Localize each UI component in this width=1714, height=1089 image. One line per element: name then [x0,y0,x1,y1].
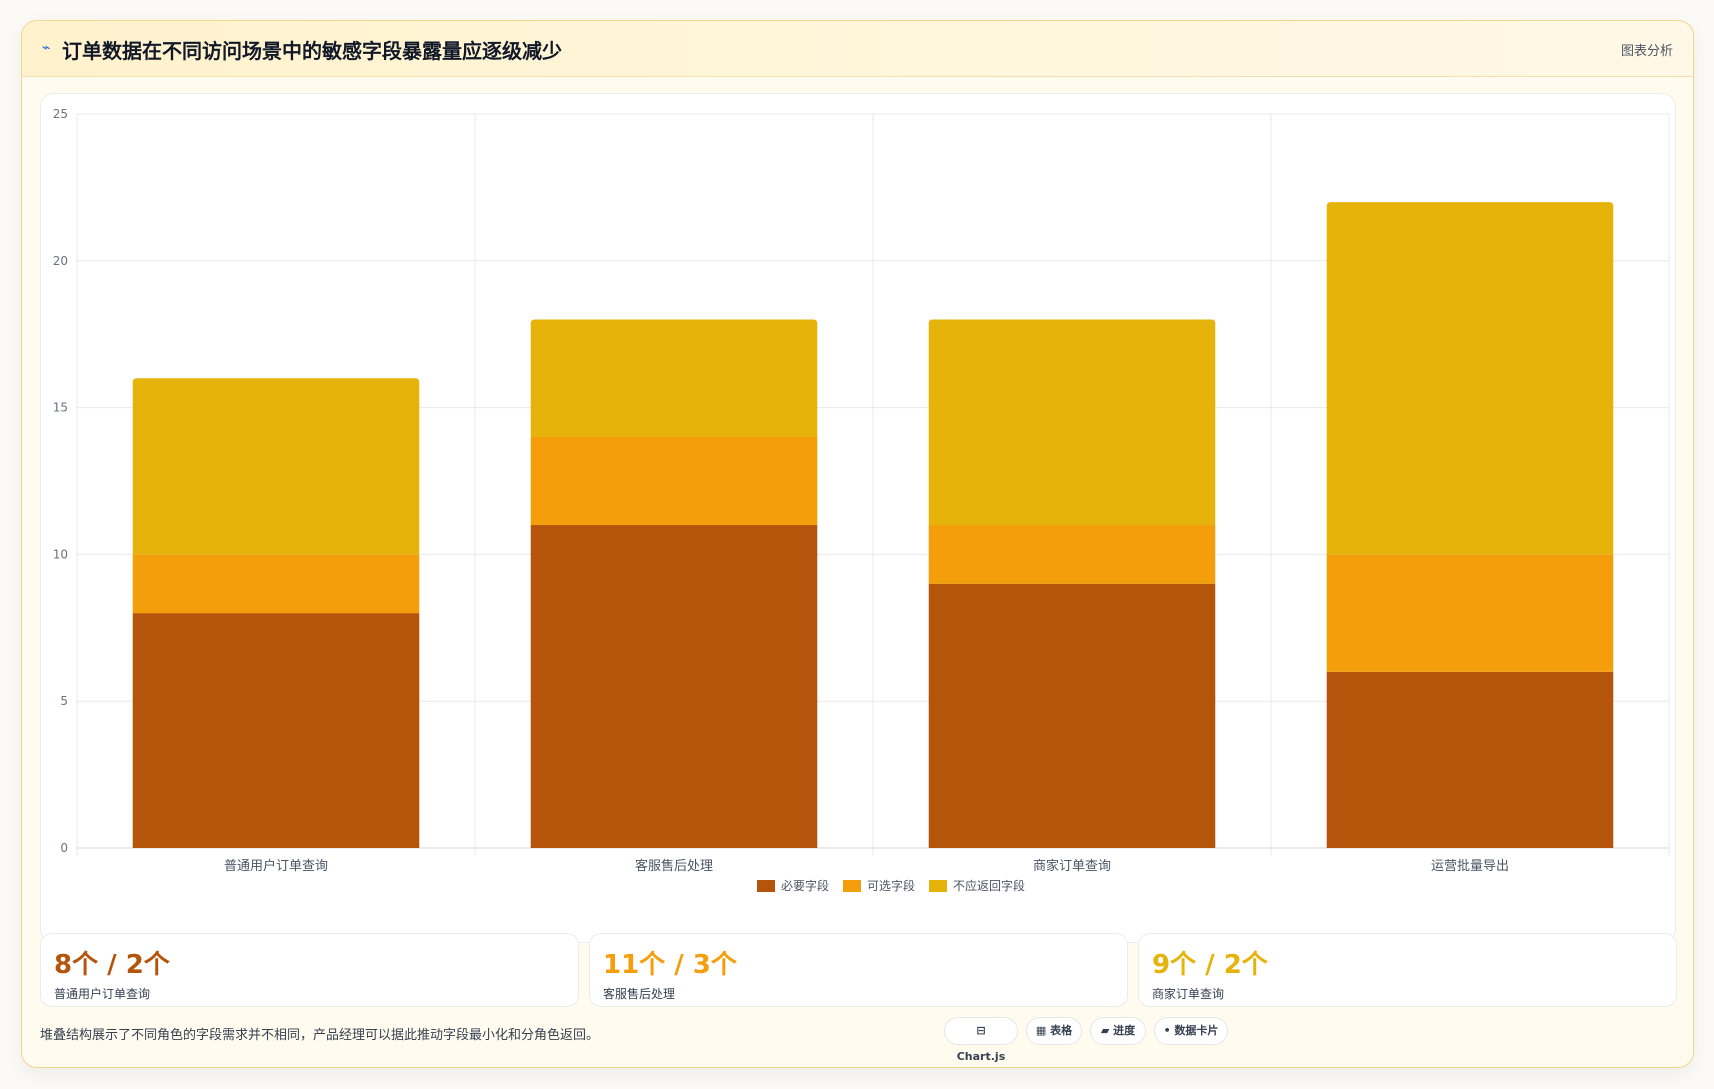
x-tick-label: 商家订单查询 [1033,858,1111,874]
legend-swatch [843,880,861,892]
pulse-icon: ⌁ [42,40,51,56]
bar-segment [1326,671,1614,848]
panel-header: ⌁ 订单数据在不同访问场景中的敏感字段暴露量应逐级减少 图表分析 [22,21,1693,77]
x-tick-label: 客服售后处理 [635,858,713,874]
table-icon-label: ▦ 表格 [1035,1024,1073,1037]
table-pill[interactable]: ▦ 表格 [1026,1017,1082,1045]
stat-label: 普通用户订单查询 [54,987,151,1001]
x-tick-label: 运营批量导出 [1431,859,1509,874]
stacked-bar-chart: 0 5 10 15 20 25 普通用户订单查询 客服售后处理 商家订单查询 运营批量导出必要字段… [53,107,1670,893]
data-card-pill[interactable]: • 数据卡片 [1154,1017,1228,1045]
stat-card-customer-service: 11个 / 3个 客服售后处理 [589,933,1128,1007]
bar-segment [132,554,420,614]
stat-value: 9个 / 2个 [1152,950,1268,980]
bar-segment [530,525,818,848]
footer-note: 堆叠结构展示了不同角色的字段需求并不相同，产品经理可以据此推动字段最小化和分角色… [40,1028,600,1043]
stat-label: 客服售后处理 [603,987,676,1001]
page-title: 订单数据在不同访问场景中的敏感字段暴露量应逐级减少 [62,39,562,63]
chart-panel: ⌁ 订单数据在不同访问场景中的敏感字段暴露量应逐级减少 图表分析 0 5 10 15 2… [21,20,1694,1068]
y-tick-label: 25 [53,107,68,121]
stat-card-merchant-query: 9个 / 2个 商家订单查询 [1138,933,1677,1007]
y-tick-label: 20 [53,254,68,268]
stat-value: 11个 / 3个 [603,950,737,980]
bar-segment [1326,554,1614,672]
y-tick-label: 5 [60,694,68,708]
bar-segment [928,583,1216,848]
progress-pill[interactable]: ▰ 进度 [1090,1017,1146,1045]
chartjs-pill[interactable]: ⊟ Chart.js [944,1017,1018,1063]
stat-label: 商家订单查询 [1152,987,1225,1001]
legend-label: 必要字段 [781,878,829,893]
bar-segment [132,378,420,555]
chart-card: 0 5 10 15 20 25 普通用户订单查询 客服售后处理 商家订单查询 运营批量导出必要字段… [40,93,1676,943]
progress-icon-label: ▰ 进度 [1100,1024,1136,1037]
legend-swatch [929,880,947,892]
card-icon-label: • 数据卡片 [1163,1024,1219,1037]
stat-value: 8个 / 2个 [54,950,170,980]
stat-card-user-query: 8个 / 2个 普通用户订单查询 [40,933,579,1007]
bar-segment [1326,202,1614,555]
legend-swatch [757,880,775,892]
header-tag: 图表分析 [1620,44,1673,59]
bar-segment [530,319,818,437]
x-tick-label: 普通用户订单查询 [224,858,328,874]
y-tick-label: 15 [53,401,68,415]
y-tick-label: 10 [53,547,68,561]
legend-label: 可选字段 [867,878,915,893]
bar-segment [530,436,818,526]
bar-segment [928,319,1216,526]
y-tick-label: 0 [60,841,68,855]
legend-label: 不应返回字段 [953,878,1025,893]
chart-icon-label: ⊟ Chart.js [956,1024,1006,1063]
bar-segment [928,525,1216,584]
bar-segment [132,613,420,848]
